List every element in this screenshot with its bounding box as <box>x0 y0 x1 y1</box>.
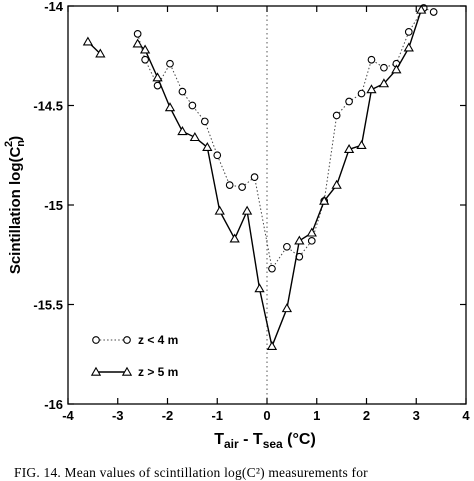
data-point-circle <box>238 183 246 191</box>
series-line <box>137 9 422 349</box>
series-layer <box>82 4 438 350</box>
data-point-circle <box>380 63 388 72</box>
data-point-triangle <box>177 126 188 136</box>
data-point-triangle <box>403 42 414 52</box>
x-axis-label: Tair - Tsea (°C) <box>214 431 316 451</box>
data-point-triangle <box>132 38 143 48</box>
data-point-triangle <box>306 227 317 237</box>
data-point-triangle <box>416 4 427 14</box>
x-tick-label: 2 <box>363 408 370 423</box>
y-tick-label: -16 <box>44 397 63 412</box>
data-point-circle <box>367 55 376 64</box>
data-point-circle <box>332 111 341 120</box>
data-point-circle <box>225 181 234 189</box>
data-point-triangle <box>319 195 330 205</box>
data-point-circle <box>200 117 209 126</box>
data-point-circle <box>307 236 316 245</box>
legend-entry: z > 5 m <box>90 365 178 379</box>
data-point-circle <box>268 264 276 273</box>
x-tick-label: -4 <box>62 408 74 423</box>
data-point-triangle <box>331 179 342 189</box>
data-point-circle <box>188 101 197 110</box>
legend-marker <box>123 336 131 344</box>
data-point-triangle <box>139 44 151 54</box>
data-point-circle <box>345 97 353 106</box>
data-point-triangle <box>356 139 367 149</box>
data-point-circle <box>166 59 174 68</box>
x-tick-label: 1 <box>313 408 320 423</box>
data-point-triangle <box>214 205 225 215</box>
data-point-circle <box>250 173 259 181</box>
data-point-triangle <box>82 36 94 46</box>
data-point-triangle <box>281 303 293 313</box>
series-line <box>137 7 434 270</box>
data-point-triangle <box>95 48 106 58</box>
x-tick-label: -2 <box>162 408 174 423</box>
x-tick-label: -1 <box>211 408 223 423</box>
legend-entry: z < 4 m <box>92 333 178 347</box>
data-point-triangle <box>378 78 390 88</box>
data-point-circle <box>283 242 291 251</box>
data-point-circle <box>429 8 438 16</box>
data-point-circle <box>141 55 149 64</box>
y-tick-label: -15 <box>44 198 63 213</box>
legend-marker <box>90 366 102 376</box>
data-point-triangle <box>366 84 377 94</box>
legend-marker <box>121 366 133 376</box>
x-tick-label: 4 <box>462 408 470 423</box>
axis-ticks: -4 -3 -2 -1 0 1 2 3 4 -14 -14.5 -15 -15.5 -16 <box>33 0 470 423</box>
figure-caption: FIG. 14. Mean values of scintillation lo… <box>14 465 368 480</box>
x-tick-label: 0 <box>263 408 270 423</box>
data-point-triangle <box>229 233 240 243</box>
data-point-triangle <box>294 235 305 245</box>
data-point-triangle <box>391 64 402 74</box>
data-point-triangle <box>152 72 163 82</box>
data-point-triangle <box>202 141 213 151</box>
data-point-triangle <box>254 283 265 293</box>
x-tick-label: -3 <box>112 408 124 423</box>
x-tick-label: 3 <box>413 408 420 423</box>
data-point-triangle <box>343 143 355 153</box>
data-point-circle <box>357 89 366 98</box>
data-point-circle <box>178 87 187 96</box>
data-point-triangle <box>189 132 201 142</box>
data-point-circle <box>133 30 142 38</box>
y-tick-label: -14.5 <box>33 99 63 114</box>
legend-label: z > 5 m <box>138 365 178 379</box>
data-point-circle <box>404 28 413 36</box>
data-point-circle <box>213 151 222 160</box>
data-point-triangle <box>241 205 253 215</box>
series-z-gt-5m <box>82 4 427 350</box>
legend-marker <box>92 336 100 344</box>
series-z-lt-4m <box>133 4 438 273</box>
legend: z < 4 m z > 5 m <box>90 333 178 379</box>
legend-label: z < 4 m <box>138 333 178 347</box>
data-point-triangle <box>266 340 278 350</box>
y-tick-label: -14 <box>44 0 64 14</box>
y-tick-label: -15.5 <box>33 298 63 313</box>
y-axis-label: Scintillation log(Cn2) <box>3 136 27 274</box>
data-point-triangle <box>164 102 176 112</box>
